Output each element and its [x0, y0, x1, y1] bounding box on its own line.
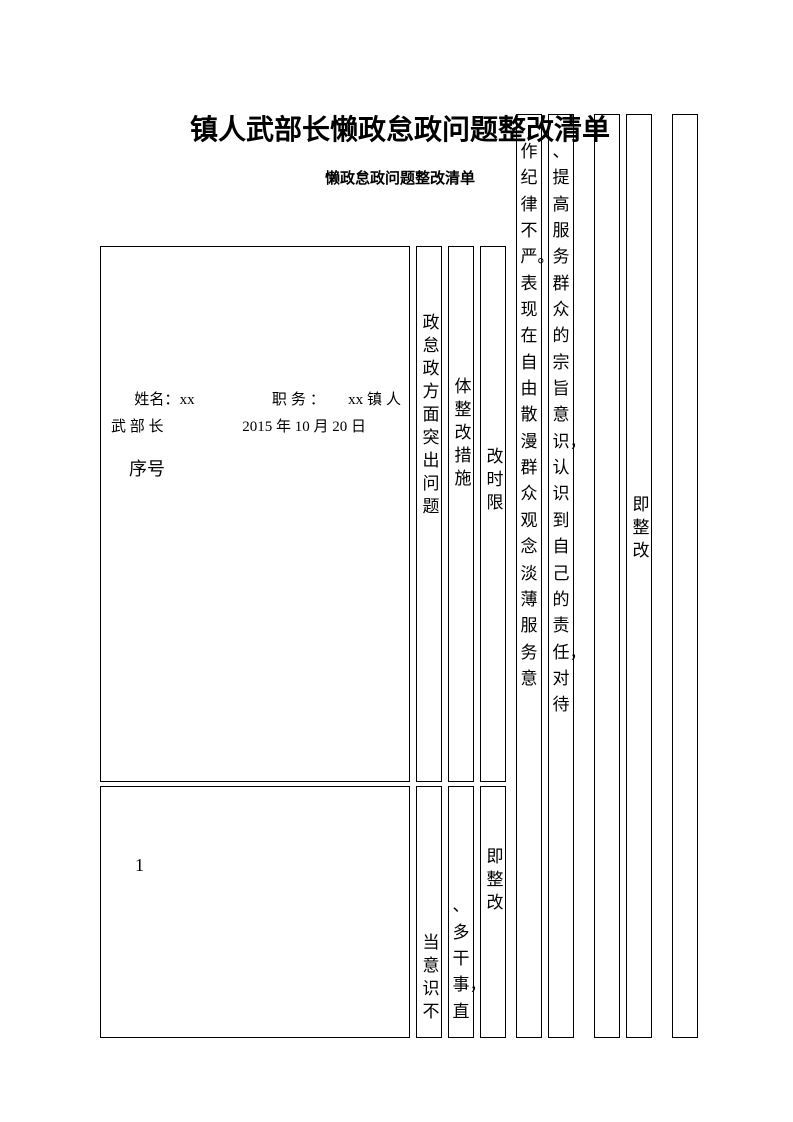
col2-row1: 、多干事，直: [453, 893, 470, 1025]
info-text: 姓名：xx 职 务 ： xx 镇 人 武 部 长 2015 年 10 月 20 …: [111, 387, 401, 441]
col2-header: 体整改措施: [449, 377, 474, 492]
col5-cell: 、提高服务群众的宗旨意识，认识到自己的责任，对待: [548, 114, 574, 1038]
row1-index: 1: [135, 855, 144, 876]
col3-header: 改时限: [481, 447, 506, 516]
name-value: xx: [180, 392, 195, 408]
col4-text: 作纪律不严。表现在自由散漫群众观念淡薄服务意: [521, 139, 538, 692]
col5-text: 、提高服务群众的宗旨意识，认识到自己的责任，对待: [553, 139, 570, 719]
col1-row1: 当意识不: [417, 933, 442, 1025]
col1-header-cell: 政怠政方面突出问题: [416, 246, 442, 782]
col7-text: 即整改: [627, 495, 652, 564]
col3-row1: 即整改: [481, 847, 506, 916]
position-label: 职 务 ：: [272, 392, 325, 408]
sequence-header: 序号: [129, 455, 165, 481]
col2-header-cell: 体整改措施: [448, 246, 474, 782]
name-label: 姓名：: [134, 392, 179, 408]
col1-header: 政怠政方面突出问题: [417, 313, 442, 520]
col4-cell: 作纪律不严。表现在自由散漫群众观念淡薄服务意: [516, 114, 542, 1038]
col3-header-cell: 改时限: [480, 246, 506, 782]
info-cell: 姓名：xx 职 务 ： xx 镇 人 武 部 长 2015 年 10 月 20 …: [100, 246, 410, 782]
col7-cell: 即整改: [626, 114, 652, 1038]
col3-row1-cell: 即整改: [480, 786, 506, 1038]
col2-row1-cell: 、多干事，直: [448, 786, 474, 1038]
col1-row1-cell: 当意识不: [416, 786, 442, 1038]
col8-cell: [672, 114, 698, 1038]
row1-index-cell: 1: [100, 786, 410, 1038]
col6-cell: [594, 114, 620, 1038]
date-value: 2015 年 10 月 20 日: [242, 419, 366, 435]
